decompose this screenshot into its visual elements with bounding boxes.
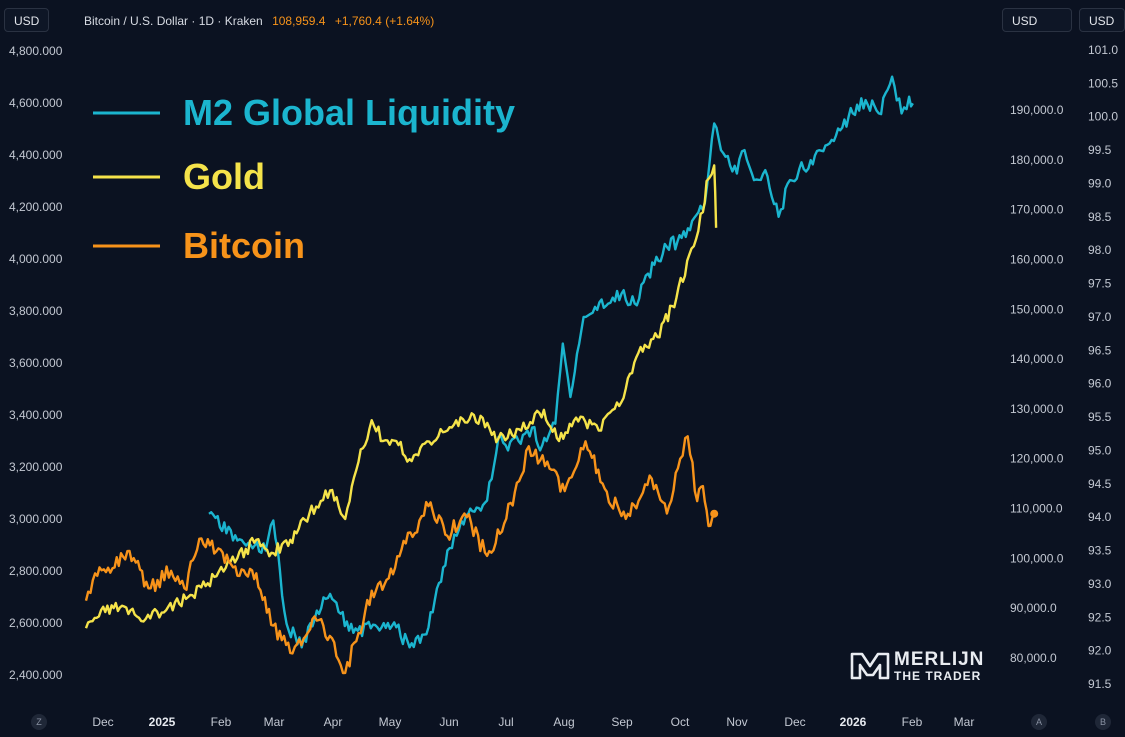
m2-axis-tick: 97.0 [1088, 310, 1112, 324]
m2-axis-tick: 100.5 [1088, 76, 1118, 90]
bitcoin-axis-tick: 160,000.0 [1010, 252, 1064, 266]
left-axis-tick: 3,600.000 [9, 356, 63, 370]
m2-axis-tick: 94.5 [1088, 477, 1112, 491]
time-axis-tick: Mar [954, 715, 975, 729]
m2-axis-tick: 94.0 [1088, 510, 1112, 524]
last-price: 108,959.4 [272, 14, 326, 28]
watermark-line-1: MERLIJN [894, 649, 985, 670]
m2-axis-tick: 93.0 [1088, 577, 1112, 591]
m2-axis-tick: 91.5 [1088, 677, 1112, 691]
left-axis-tick: 3,400.000 [9, 408, 63, 422]
legend-m2-label: M2 Global Liquidity [183, 92, 515, 133]
watermark-line-2: THE TRADER [894, 669, 982, 683]
left-axis-tick: 2,600.000 [9, 616, 63, 630]
time-axis-tick: Dec [784, 715, 805, 729]
m2-axis-tick: 98.0 [1088, 243, 1112, 257]
auto-scale-button[interactable]: A [1031, 714, 1047, 730]
m2-axis-tick: 95.0 [1088, 443, 1112, 457]
left-axis-tick: 4,200.000 [9, 200, 63, 214]
m2-axis-tick: 95.5 [1088, 410, 1112, 424]
bitcoin-axis-tick: 150,000.0 [1010, 302, 1064, 316]
legend-bitcoin-label: Bitcoin [183, 225, 305, 266]
left-axis-tick: 3,000.000 [9, 512, 63, 526]
time-axis-tick: Apr [324, 715, 343, 729]
time-axis-tick: 2026 [840, 715, 867, 729]
bitcoin-axis-tick: 140,000.0 [1010, 352, 1064, 366]
left-axis-tick: 3,800.000 [9, 304, 63, 318]
m2-axis-tick: 99.0 [1088, 176, 1112, 190]
symbol-line: Bitcoin / U.S. Dollar · 1D · Kraken [84, 14, 263, 28]
m2-axis-tick: 93.5 [1088, 544, 1112, 558]
time-axis-tick: Dec [92, 715, 113, 729]
left-currency-box[interactable]: USD [4, 8, 50, 32]
bitcoin-axis-tick: 110,000.0 [1010, 502, 1063, 516]
m2-axis-tick: 100.0 [1088, 110, 1118, 124]
symbol-header: Bitcoin / U.S. Dollar · 1D · Kraken 108,… [84, 14, 434, 28]
bitcoin-axis-tick: 90,000.0 [1010, 601, 1057, 615]
time-axis-tick: May [379, 715, 402, 729]
bitcoin-axis-tick: 120,000.0 [1010, 452, 1064, 466]
time-axis-tick: Sep [611, 715, 633, 729]
time-axis-tick: Feb [902, 715, 923, 729]
m2-axis-tick: 101.0 [1088, 43, 1118, 57]
time-axis-tick: Oct [671, 715, 690, 729]
left-axis-tick: 4,000.000 [9, 252, 63, 266]
right-currency-box-1[interactable]: USD [1002, 8, 1072, 32]
merlijn-logo-icon [850, 652, 890, 680]
legend-gold-label: Gold [183, 156, 265, 197]
m2-axis-tick: 98.5 [1088, 210, 1112, 224]
time-axis-tick: Nov [726, 715, 747, 729]
left-axis-tick: 2,800.000 [9, 564, 63, 578]
m2-axis-tick: 99.5 [1088, 143, 1112, 157]
left-axis-tick: 4,600.000 [9, 96, 63, 110]
price-change: +1,760.4 (+1.64%) [334, 14, 435, 28]
bitcoin-line [84, 435, 716, 675]
bitcoin-axis-tick: 130,000.0 [1010, 402, 1064, 416]
right-currency-box-2[interactable]: USD [1079, 8, 1125, 32]
m2-axis-tick: 96.0 [1088, 377, 1112, 391]
bitcoin-axis-tick: 100,000.0 [1010, 551, 1064, 565]
left-axis-tick: 3,200.000 [9, 460, 63, 474]
bitcoin-last-point [710, 509, 719, 518]
m2-axis-tick: 96.5 [1088, 343, 1112, 357]
time-axis-tick: Mar [264, 715, 285, 729]
bitcoin-axis-tick: 180,000.0 [1010, 153, 1064, 167]
time-axis-tick: Feb [211, 715, 232, 729]
left-axis-tick: 4,400.000 [9, 148, 63, 162]
time-axis-tick: 2025 [149, 715, 176, 729]
bitcoin-axis-tick: 190,000.0 [1010, 103, 1064, 117]
watermark-logo: MERLIJN THE TRADER [850, 650, 984, 682]
auto-scale-button-2[interactable]: B [1095, 714, 1111, 730]
time-axis-tick: Jul [498, 715, 513, 729]
time-axis-tick: Aug [553, 715, 574, 729]
bitcoin-axis-tick: 170,000.0 [1010, 203, 1064, 217]
bitcoin-axis-tick: 80,000.0 [1010, 651, 1057, 665]
gold-line [84, 164, 718, 629]
time-axis-tick: Jun [439, 715, 458, 729]
left-axis-tick: 4,800.000 [9, 44, 63, 58]
m2-axis-tick: 92.5 [1088, 610, 1112, 624]
zoom-corner-button[interactable]: Z [31, 714, 47, 730]
m2-axis-tick: 92.0 [1088, 644, 1112, 658]
left-axis-tick: 2,400.000 [9, 668, 63, 682]
m2-liquidity-line [208, 75, 914, 649]
m2-axis-tick: 97.5 [1088, 277, 1112, 291]
